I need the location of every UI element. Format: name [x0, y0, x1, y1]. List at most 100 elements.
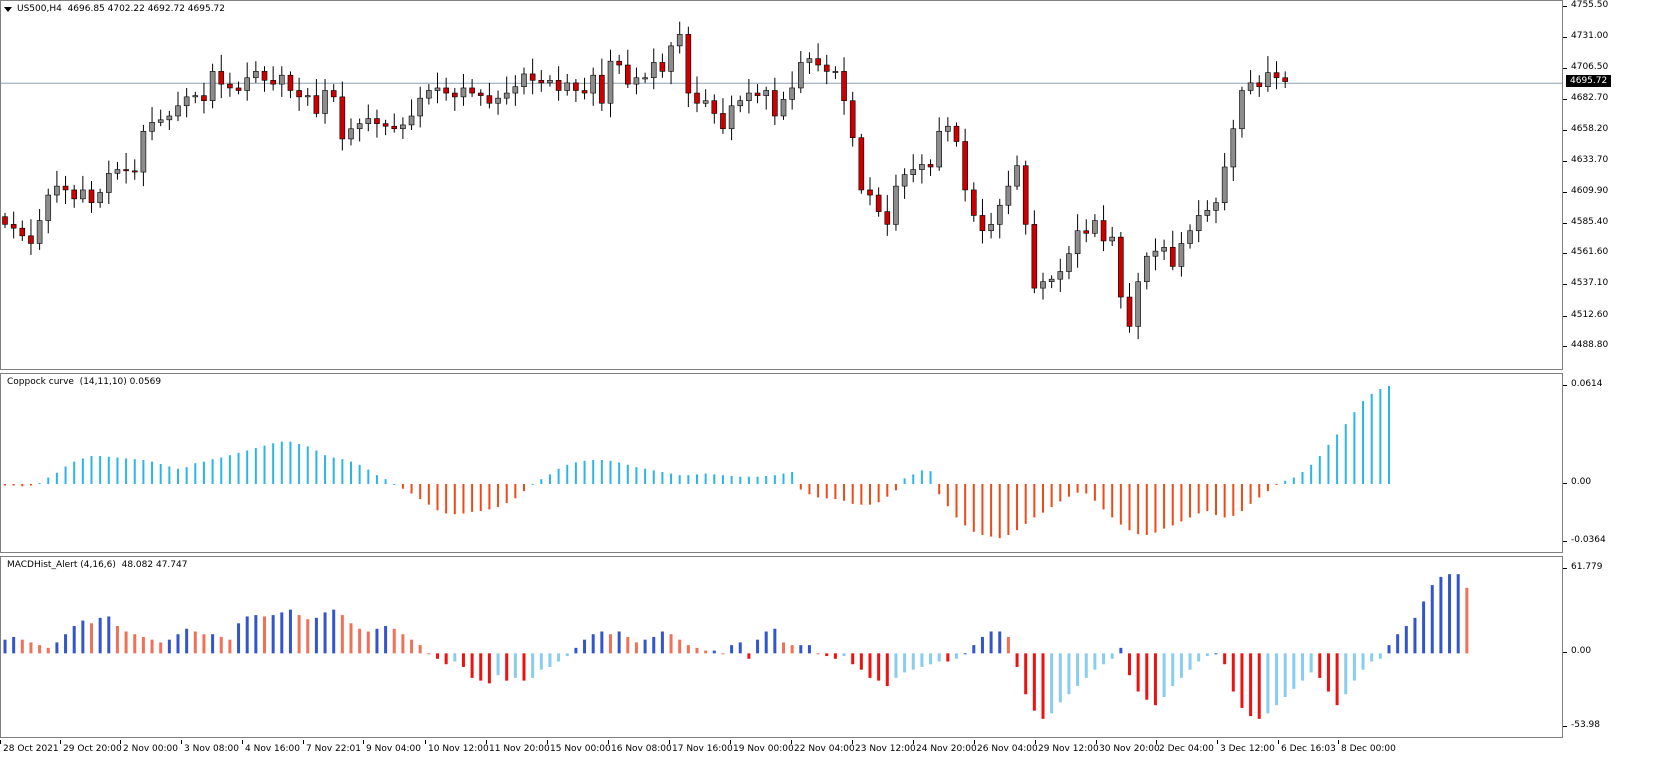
time-axis-label: 23 Nov 12:00: [855, 744, 916, 754]
histogram-bar: [1257, 653, 1261, 719]
candle: [538, 70, 545, 92]
candle: [62, 175, 69, 204]
histogram-bar: [1275, 483, 1278, 485]
histogram-bar: [618, 462, 621, 484]
candle: [270, 66, 276, 91]
price-scale[interactable]: 4755.50 4731.00 4706.50 4682.70 4658.20 4633.…: [1563, 0, 1653, 370]
histogram-bar: [228, 455, 231, 484]
histogram-bar: [1214, 653, 1218, 655]
histogram-bar: [470, 653, 474, 678]
histogram-bar: [125, 458, 128, 484]
histogram-bar: [1309, 653, 1313, 673]
histogram-bar: [64, 634, 68, 654]
histogram-bar: [116, 457, 119, 484]
coppock-pane[interactable]: Coppock curve (14,11,10) 0.0569: [0, 373, 1563, 553]
histogram-bar: [1353, 412, 1356, 484]
histogram-bar: [1310, 464, 1313, 484]
histogram-bar: [817, 483, 820, 498]
price-chart-pane[interactable]: US500,H4 4696.85 4702.22 4692.72 4695.72: [0, 0, 1563, 370]
coppock-scale[interactable]: 0.0614 0.00 -0.0364: [1563, 373, 1653, 553]
histogram-bar: [756, 639, 760, 654]
histogram-bar: [487, 653, 491, 684]
histogram-bar: [1050, 653, 1054, 714]
candle: [970, 182, 977, 222]
histogram-bar: [808, 483, 811, 495]
coppock-histogram[interactable]: [1, 374, 1563, 553]
histogram-bar: [90, 623, 93, 654]
histogram-bar: [869, 483, 871, 505]
histogram-bar: [739, 476, 742, 484]
candle: [348, 118, 354, 146]
candle: [244, 62, 250, 101]
histogram-bar: [1448, 574, 1452, 654]
histogram-bar: [306, 619, 310, 654]
candle: [555, 66, 562, 101]
candle: [1239, 86, 1245, 138]
candle: [426, 84, 432, 105]
candle: [183, 87, 190, 118]
time-axis[interactable]: 28 Oct 2021 29 Oct 20:00 2 Nov 00:00 3 Nov …: [0, 740, 1563, 760]
histogram-bar: [64, 466, 67, 484]
candle: [88, 181, 95, 213]
histogram-bar: [133, 634, 137, 654]
histogram-bar: [46, 647, 50, 654]
histogram-bar: [479, 483, 482, 512]
histogram-bar: [799, 483, 802, 490]
histogram-bar: [237, 623, 241, 654]
histogram-bar: [937, 653, 941, 662]
histogram-bar: [1249, 483, 1252, 504]
candlestick-chart[interactable]: [1, 1, 1563, 370]
time-axis-label: 17 Nov 16:00: [672, 744, 733, 754]
histogram-bar: [471, 483, 474, 512]
candle: [1144, 252, 1150, 290]
histogram-bar: [990, 483, 993, 537]
histogram-bar: [548, 474, 551, 484]
candle: [1092, 214, 1098, 238]
histogram-bar: [1284, 480, 1287, 484]
histogram-bar: [1344, 424, 1347, 484]
candle: [676, 21, 683, 54]
candle: [624, 49, 631, 88]
histogram-bar: [1128, 483, 1131, 531]
candle: [218, 54, 225, 99]
candle: [451, 87, 458, 111]
histogram-bar: [410, 483, 413, 494]
candle: [19, 220, 26, 241]
candle: [1135, 272, 1141, 340]
time-axis-label: 19 Nov 00:00: [733, 744, 794, 754]
histogram-bar: [72, 626, 76, 654]
histogram-bar: [1145, 483, 1148, 535]
histogram-bar: [1318, 653, 1322, 678]
histogram-bar: [314, 617, 318, 654]
histogram-bar: [1362, 400, 1365, 484]
histogram-bar: [194, 463, 197, 484]
candle: [460, 73, 467, 106]
histogram-bar: [392, 628, 396, 654]
histogram-bar: [12, 483, 15, 486]
time-axis-label: 16 Nov 08:00: [611, 744, 672, 754]
candle: [659, 53, 666, 78]
candle: [1247, 70, 1254, 95]
macd-title: MACDHist_Alert (4,16,6) 48.082 47.747: [7, 560, 188, 570]
histogram-bar: [496, 653, 500, 676]
histogram-bar: [834, 483, 837, 500]
histogram-bar: [843, 483, 846, 501]
histogram-bar: [1205, 653, 1209, 657]
collapse-triangle-icon[interactable]: [4, 7, 12, 12]
histogram-bar: [115, 626, 119, 654]
histogram-bar: [1085, 483, 1088, 494]
histogram-bar: [1153, 653, 1157, 706]
candle: [919, 154, 925, 184]
time-axis-label: 10 Nov 12:00: [428, 744, 489, 754]
candle: [304, 87, 311, 106]
histogram-bar: [920, 470, 923, 484]
candle: [754, 84, 761, 104]
histogram-bar: [393, 483, 396, 485]
macd-histogram[interactable]: [1, 557, 1563, 738]
macd-pane[interactable]: MACDHist_Alert (4,16,6) 48.082 47.747: [0, 556, 1563, 738]
macd-scale[interactable]: 61.779 0.00 -53.98: [1563, 556, 1653, 738]
histogram-bar: [955, 483, 958, 518]
histogram-bar: [1050, 483, 1053, 508]
histogram-bar: [272, 443, 275, 484]
candle: [720, 98, 726, 134]
